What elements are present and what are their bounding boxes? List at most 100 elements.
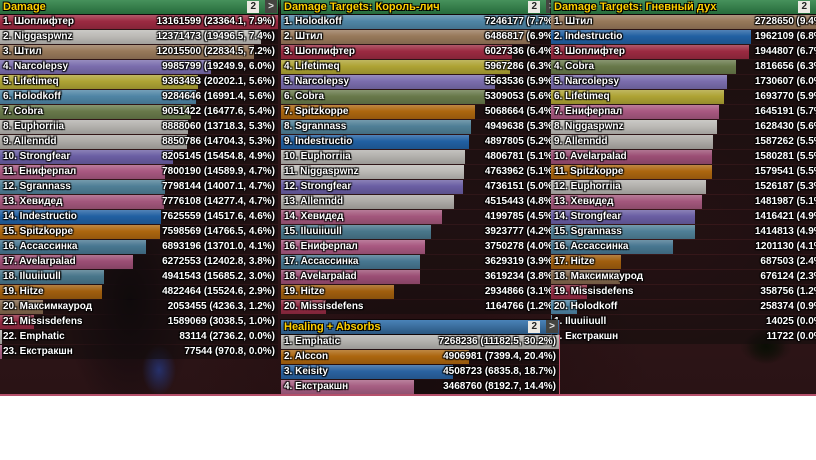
meter-row[interactable]: 17. Avelarpalad 6272553 (12402.8, 3.8%) bbox=[0, 255, 278, 269]
player-label: 14. Indestructio bbox=[3, 211, 77, 222]
player-label: 13. Хевидед bbox=[554, 196, 614, 207]
meter-row[interactable]: 20. Максимкаурод 2053455 (4236.3, 1.2%) bbox=[0, 300, 278, 314]
value-label: 6893196 (13701.0, 4.1%) bbox=[162, 241, 275, 252]
meter-row[interactable]: 19. Hitze 2934866 (3.1%) bbox=[281, 285, 559, 299]
player-label: 17. Hitze bbox=[554, 256, 595, 267]
meter-row[interactable]: 9. Allenndd 1587262 (5.5%) bbox=[551, 135, 816, 149]
meter-row[interactable]: 20. Holodkoff 258374 (0.9%) bbox=[551, 300, 816, 314]
meter-row[interactable]: 2. Екстракшн 11722 (0.0%) bbox=[551, 330, 816, 344]
meter-row[interactable]: 8. Euphorriia 8888060 (13718.3, 5.3%) bbox=[0, 120, 278, 134]
meter-titlebar[interactable]: Healing + Absorbs 2 > bbox=[281, 320, 559, 334]
meter-row[interactable]: 17. Ассассинка 3629319 (3.9%) bbox=[281, 255, 559, 269]
meter-row[interactable]: 5. Lifetimeq 9363493 (20202.1, 5.6%) bbox=[0, 75, 278, 89]
meter-row[interactable]: 22. Emphatic 83114 (2736.2, 0.0%) bbox=[0, 330, 278, 344]
meter-row[interactable]: 2. Штил 6486817 (6.9%) bbox=[281, 30, 559, 44]
page-number-badge[interactable]: 2 bbox=[247, 1, 259, 13]
meter-row[interactable]: 16. Ассассинка 1201130 (4.1%) bbox=[551, 240, 816, 254]
meter-row[interactable]: 5. Narcolepsy 1730607 (6.0%) bbox=[551, 75, 816, 89]
meter-row[interactable]: 18. Iluuiiuull 4941543 (15685.2, 3.0%) bbox=[0, 270, 278, 284]
next-page-button[interactable]: > bbox=[265, 0, 277, 13]
meter-row[interactable]: 8. Niggaspwnz 1628430 (5.6%) bbox=[551, 120, 816, 134]
meter-row[interactable]: 10. Avelarpalad 1580281 (5.5%) bbox=[551, 150, 816, 164]
meter-row[interactable]: 23. Екстракшн 77544 (970.8, 0.0%) bbox=[0, 345, 278, 359]
meter-row[interactable]: 15. Spitzkoppe 7598569 (14766.5, 4.6%) bbox=[0, 225, 278, 239]
meter-row[interactable]: 3. Keisity 4508723 (6835.8, 18.7%) bbox=[281, 365, 559, 379]
meter-row[interactable]: 13. Хевидед 7776108 (14277.4, 4.7%) bbox=[0, 195, 278, 209]
meter-row[interactable]: 10. Euphorriia 4806781 (5.1%) bbox=[281, 150, 559, 164]
meter-row[interactable]: 10. Strongfear 8205145 (15454.8, 4.9%) bbox=[0, 150, 278, 164]
player-label: 4. Lifetimeq bbox=[284, 61, 340, 72]
meter-row[interactable]: 16. Ассассинка 6893196 (13701.0, 4.1%) bbox=[0, 240, 278, 254]
meter-bar bbox=[281, 350, 469, 364]
meter-titlebar[interactable]: Damage Targets: Король-лич 2 > bbox=[281, 0, 559, 14]
meter-row[interactable]: 3. Штил 12015500 (22834.5, 7.2%) bbox=[0, 45, 278, 59]
meter-row[interactable]: 16. Ениферпал 3750278 (4.0%) bbox=[281, 240, 559, 254]
value-label: 8888060 (13718.3, 5.3%) bbox=[162, 121, 275, 132]
meter-row[interactable]: 20. Missisdefens 1164766 (1.2%) bbox=[281, 300, 559, 314]
meter-row[interactable]: 11. Ениферпал 7800190 (14589.9, 4.7%) bbox=[0, 165, 278, 179]
meter-row[interactable]: 18. Avelarpalad 3619234 (3.8%) bbox=[281, 270, 559, 284]
meter-row[interactable]: 1. Штил 2728650 (9.4%) bbox=[551, 15, 816, 29]
value-label: 4763962 (5.1%) bbox=[484, 166, 556, 177]
meter-bar bbox=[0, 165, 165, 179]
meter-row[interactable]: 18. Максимкаурод 676124 (2.3%) bbox=[551, 270, 816, 284]
meter-row[interactable]: 9. Indestructio 4897805 (5.2%) bbox=[281, 135, 559, 149]
meter-row[interactable]: 6. Holodkoff 9284646 (16991.4, 5.6%) bbox=[0, 90, 278, 104]
meter-row[interactable]: 13. Хевидед 1481987 (5.1%) bbox=[551, 195, 816, 209]
value-label: 7800190 (14589.9, 4.7%) bbox=[162, 166, 275, 177]
meter-row[interactable]: 19. Hitze 4822464 (15524.6, 2.9%) bbox=[0, 285, 278, 299]
meter-bar bbox=[281, 150, 466, 164]
meter-row[interactable]: 12. Euphorriia 1526187 (5.3%) bbox=[551, 180, 816, 194]
meter-row[interactable]: 4. Екстракшн 3468760 (8192.7, 14.4%) bbox=[281, 380, 559, 394]
meter-row[interactable]: 11. Spitzkoppe 1579541 (5.5%) bbox=[551, 165, 816, 179]
meter-row[interactable]: 7. Cobra 9051422 (16477.6, 5.4%) bbox=[0, 105, 278, 119]
meter-titlebar[interactable]: Damage Targets: Гневный дух 2 > bbox=[551, 0, 816, 14]
meter-row[interactable]: 12. Strongfear 4736151 (5.0%) bbox=[281, 180, 559, 194]
player-label: 10. Avelarpalad bbox=[554, 151, 627, 162]
meter-row[interactable]: 7. Ениферпал 1645191 (5.7%) bbox=[551, 105, 816, 119]
meter-row[interactable]: 15. Iluuiiuull 3923777 (4.2%) bbox=[281, 225, 559, 239]
meter-row[interactable]: 14. Indestructio 7625559 (14517.6, 4.6%) bbox=[0, 210, 278, 224]
meter-row[interactable]: 19. Missisdefens 358756 (1.2%) bbox=[551, 285, 816, 299]
meter-row[interactable]: 7. Spitzkoppe 5068664 (5.4%) bbox=[281, 105, 559, 119]
player-label: 22. Emphatic bbox=[3, 331, 65, 342]
meter-row[interactable]: 1. Emphatic 7268236 (11182.5, 30.2%) bbox=[281, 335, 559, 349]
value-label: 9985799 (19249.9, 6.0%) bbox=[162, 61, 275, 72]
next-page-button[interactable]: > bbox=[546, 320, 558, 333]
panel-title: Damage Targets: Гневный дух bbox=[554, 1, 717, 13]
meter-row[interactable]: 2. Niggaspwnz 12371473 (19496.5, 7.4%) bbox=[0, 30, 278, 44]
meter-row[interactable]: 14. Хевидед 4199785 (4.5%) bbox=[281, 210, 559, 224]
meter-row[interactable]: 21. Missisdefens 1589069 (3038.5, 1.0%) bbox=[0, 315, 278, 329]
page-number-badge[interactable]: 2 bbox=[528, 321, 540, 333]
meter-row[interactable]: 17. Hitze 687503 (2.4%) bbox=[551, 255, 816, 269]
player-label: 3. Шоплифтер bbox=[284, 46, 356, 57]
meter-row[interactable]: 3. Шоплифтер 6027336 (6.4%) bbox=[281, 45, 559, 59]
meter-bar bbox=[551, 180, 707, 194]
player-label: 9. Allenndd bbox=[3, 136, 57, 147]
meter-row[interactable]: 4. Cobra 1816656 (6.3%) bbox=[551, 60, 816, 74]
meter-bar bbox=[551, 240, 674, 254]
meter-row[interactable]: 9. Allenndd 8850786 (14704.3, 5.3%) bbox=[0, 135, 278, 149]
meter-row[interactable]: 6. Cobra 5309053 (5.6%) bbox=[281, 90, 559, 104]
player-label: 17. Ассассинка bbox=[284, 256, 359, 267]
meter-row[interactable]: 3. Шоплифтер 1944807 (6.7%) bbox=[551, 45, 816, 59]
meter-row[interactable]: 1. Шоплифтер 13161599 (23364.1, 7.9%) bbox=[0, 15, 278, 29]
meter-row[interactable]: 5. Narcolepsy 5563536 (5.9%) bbox=[281, 75, 559, 89]
page-number-badge[interactable]: 2 bbox=[528, 1, 540, 13]
meter-row[interactable]: 11. Niggaspwnz 4763962 (5.1%) bbox=[281, 165, 559, 179]
meter-row[interactable]: 14. Strongfear 1416421 (4.9%) bbox=[551, 210, 816, 224]
meter-row[interactable]: 1. Holodkoff 7246177 (7.7%) bbox=[281, 15, 559, 29]
meter-row[interactable]: 2. Indestructio 1962109 (6.8%) bbox=[551, 30, 816, 44]
meter-row[interactable]: 13. Allenndd 4515443 (4.8%) bbox=[281, 195, 559, 209]
meter-row[interactable]: 6. Lifetimeq 1693770 (5.9%) bbox=[551, 90, 816, 104]
meter-bar bbox=[281, 380, 414, 394]
meter-row[interactable]: 1. Iluuiiuull 14025 (0.0%) bbox=[551, 315, 816, 329]
meter-titlebar[interactable]: Damage 2 > bbox=[0, 0, 278, 14]
meter-row[interactable]: 4. Lifetimeq 5967286 (6.3%) bbox=[281, 60, 559, 74]
meter-row[interactable]: 4. Narcolepsy 9985799 (19249.9, 6.0%) bbox=[0, 60, 278, 74]
meter-row[interactable]: 2. Alccon 4906981 (7399.4, 20.4%) bbox=[281, 350, 559, 364]
meter-row[interactable]: 15. Sgrannass 1414813 (4.9%) bbox=[551, 225, 816, 239]
meter-row[interactable]: 8. Sgrannass 4949638 (5.3%) bbox=[281, 120, 559, 134]
meter-row[interactable]: 12. Sgrannass 7798144 (14007.1, 4.7%) bbox=[0, 180, 278, 194]
page-number-badge[interactable]: 2 bbox=[798, 1, 810, 13]
